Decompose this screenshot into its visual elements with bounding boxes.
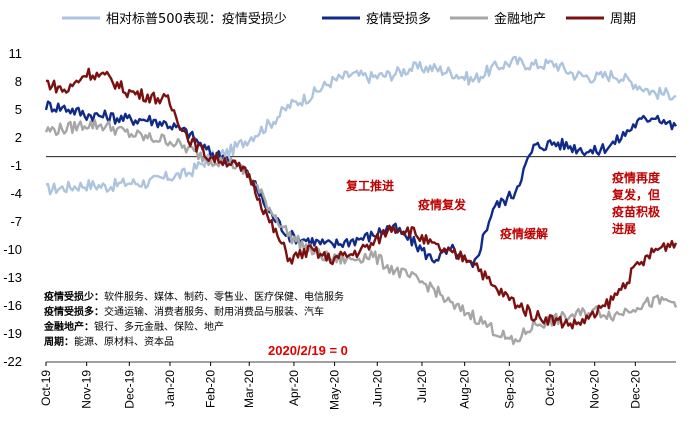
note-line-4: 周期：能源、原材料、资本品 <box>44 335 174 348</box>
y-tick-label: -13 <box>3 270 22 285</box>
x-tick-label: Apr-20 <box>287 370 301 406</box>
y-tick-label: 5 <box>15 102 22 117</box>
series-line-2 <box>44 100 678 269</box>
base-date-label: 2020/2/19 = 0 <box>268 343 348 358</box>
x-tick-label: Dec-20 <box>628 370 642 409</box>
legend-label-2: 疫情受损多 <box>366 11 431 27</box>
x-tick-label: Jul-20 <box>415 370 429 403</box>
annotations: 复工推进 疫情复发 疫情缓解 疫情再度 复发，但 疫苗积极 进展 2020/2/… <box>268 170 661 358</box>
notes: 疫情受损少：软件服务、媒体、制药、零售业、医疗保健、电信服务 疫情受损多：交通运… <box>43 290 344 348</box>
x-tick-label: Oct-20 <box>543 370 557 406</box>
y-tick-label: -4 <box>10 186 22 201</box>
y-tick-label: 11 <box>9 46 23 61</box>
legend-label-4: 周期 <box>610 12 636 27</box>
legend: 相对标普500表现：疫情受损少 疫情受损多 金融地产 周期 <box>62 11 636 27</box>
x-tick-label: Oct-19 <box>39 370 53 406</box>
x-tick-label: Mar-20 <box>242 370 256 408</box>
y-tick-label: 2 <box>15 130 22 145</box>
annotation-epidemic-rebound: 疫情复发 <box>418 197 467 212</box>
y-axis: 11 8 5 2 -1 -4 -7 -10 -13 -16 -19 -22 <box>3 46 22 369</box>
x-tick-label: Jan-20 <box>163 370 177 407</box>
x-tick-label: Sep-20 <box>502 370 516 409</box>
y-tick-label: -19 <box>3 326 22 341</box>
annotation-again-line1: 疫情再度 <box>612 170 661 185</box>
legend-label-1: 相对标普500表现：疫情受损少 <box>106 11 287 27</box>
x-tick-label: May-20 <box>328 370 342 410</box>
x-tick-label: Aug-20 <box>458 370 472 409</box>
annotation-epidemic-ease: 疫情缓解 <box>500 226 548 241</box>
annotation-again-line2: 复发，但 <box>611 187 660 202</box>
x-tick-label: Feb-20 <box>204 370 218 408</box>
series-line-4 <box>45 67 678 330</box>
y-tick-label: -10 <box>3 242 22 257</box>
y-tick-label: -7 <box>10 214 22 229</box>
annotation-again-line4: 进展 <box>612 221 636 236</box>
annotation-again-line3: 疫苗积极 <box>612 204 661 219</box>
series-line-1 <box>45 55 677 196</box>
note-line-1: 疫情受损少：软件服务、媒体、制药、零售业、医疗保健、电信服务 <box>44 290 344 303</box>
annotation-resume-work: 复工推进 <box>345 178 394 193</box>
note-line-2: 疫情受损多：交通运输、消费者服务、耐用消费品与服装、汽车 <box>44 305 324 318</box>
x-tick-label: Nov-19 <box>80 370 94 409</box>
y-tick-label: -16 <box>3 298 22 313</box>
x-axis: Oct-19 Nov-19 Dec-19 Jan-20 Feb-20 Mar-20 Apr-… <box>39 361 676 410</box>
x-tick-label: Nov-20 <box>588 370 602 409</box>
legend-label-3: 金融地产 <box>494 11 546 27</box>
y-tick-label: 8 <box>15 74 22 89</box>
x-tick-label: Dec-19 <box>122 370 136 409</box>
y-tick-label: -1 <box>10 158 22 173</box>
y-tick-label: -22 <box>3 354 22 369</box>
series-line-3 <box>44 118 678 346</box>
note-line-3: 金融地产：银行、多元金融、保险、地产 <box>43 320 224 333</box>
x-tick-label: Jun-20 <box>370 370 384 407</box>
series-group <box>44 55 678 346</box>
